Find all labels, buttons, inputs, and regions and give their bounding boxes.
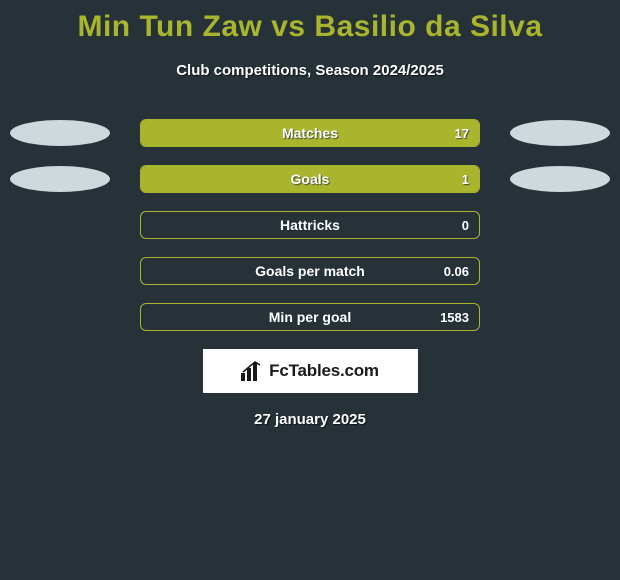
stat-bar: Goals per match0.06	[140, 257, 480, 285]
left-ellipse	[10, 166, 110, 192]
stat-value: 0.06	[444, 258, 469, 285]
stat-bar-fill	[141, 166, 479, 192]
logo-text: FcTables.com	[269, 361, 379, 381]
stat-row: Goals per match0.06	[0, 257, 620, 285]
stat-bar: Goals1	[140, 165, 480, 193]
subtitle: Club competitions, Season 2024/2025	[0, 62, 620, 79]
date-text: 27 january 2025	[0, 411, 620, 428]
stat-row: Goals1	[0, 165, 620, 193]
stat-bar: Matches17	[140, 119, 480, 147]
stat-value: 0	[462, 212, 469, 239]
right-ellipse	[510, 120, 610, 146]
logo-box: FcTables.com	[203, 349, 418, 393]
stat-bar-fill	[141, 120, 479, 146]
left-ellipse	[10, 120, 110, 146]
stat-bar: Hattricks0	[140, 211, 480, 239]
stat-row: Min per goal1583	[0, 303, 620, 331]
stat-row: Hattricks0	[0, 211, 620, 239]
page-title: Min Tun Zaw vs Basilio da Silva	[0, 0, 620, 44]
stat-bar: Min per goal1583	[140, 303, 480, 331]
stat-rows: Matches17 Goals1 Hattricks0 Goals per match…	[0, 119, 620, 331]
stat-row: Matches17	[0, 119, 620, 147]
stat-value: 1583	[440, 304, 469, 331]
right-ellipse	[510, 166, 610, 192]
stat-label: Hattricks	[141, 212, 479, 239]
stat-label: Goals per match	[141, 258, 479, 285]
chart-icon	[241, 361, 263, 381]
stat-label: Min per goal	[141, 304, 479, 331]
